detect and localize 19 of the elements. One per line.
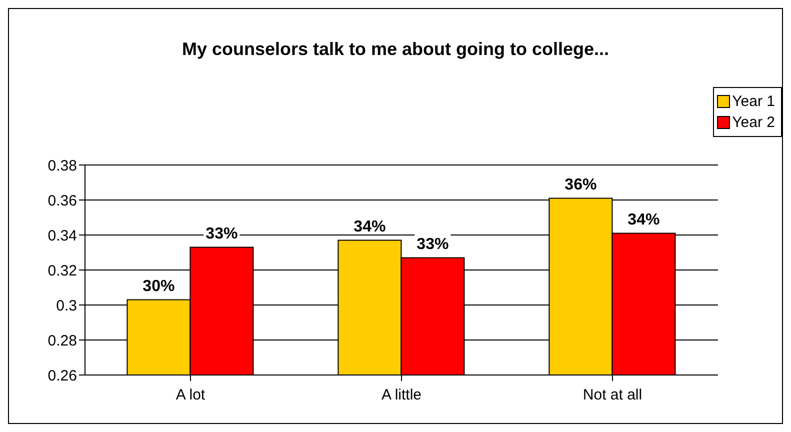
- data-label: 34%: [354, 218, 386, 236]
- x-tick-label: A little: [381, 386, 422, 404]
- y-tick-label: 0.34: [48, 227, 77, 244]
- y-tick-label: 0.28: [48, 332, 77, 350]
- y-tick-label: 0.38: [48, 157, 77, 174]
- legend-label: Year 2: [732, 113, 775, 133]
- data-label: 33%: [206, 225, 238, 242]
- data-label: 30%: [142, 278, 175, 295]
- y-tick-label: 0.3: [56, 297, 77, 314]
- y-tick-label: 0.32: [48, 262, 77, 280]
- data-label: 36%: [564, 176, 597, 194]
- legend-label: Year 1: [732, 92, 775, 112]
- y-tick-label: 0.26: [48, 367, 77, 384]
- x-tick-label: A lot: [176, 386, 206, 404]
- data-label: 34%: [628, 211, 660, 228]
- data-label: 33%: [416, 236, 449, 253]
- chart-title: My counselors talk to me about going to college...: [180, 39, 610, 60]
- y-tick-label: 0.36: [48, 192, 77, 210]
- x-tick-label: Not at all: [582, 386, 642, 404]
